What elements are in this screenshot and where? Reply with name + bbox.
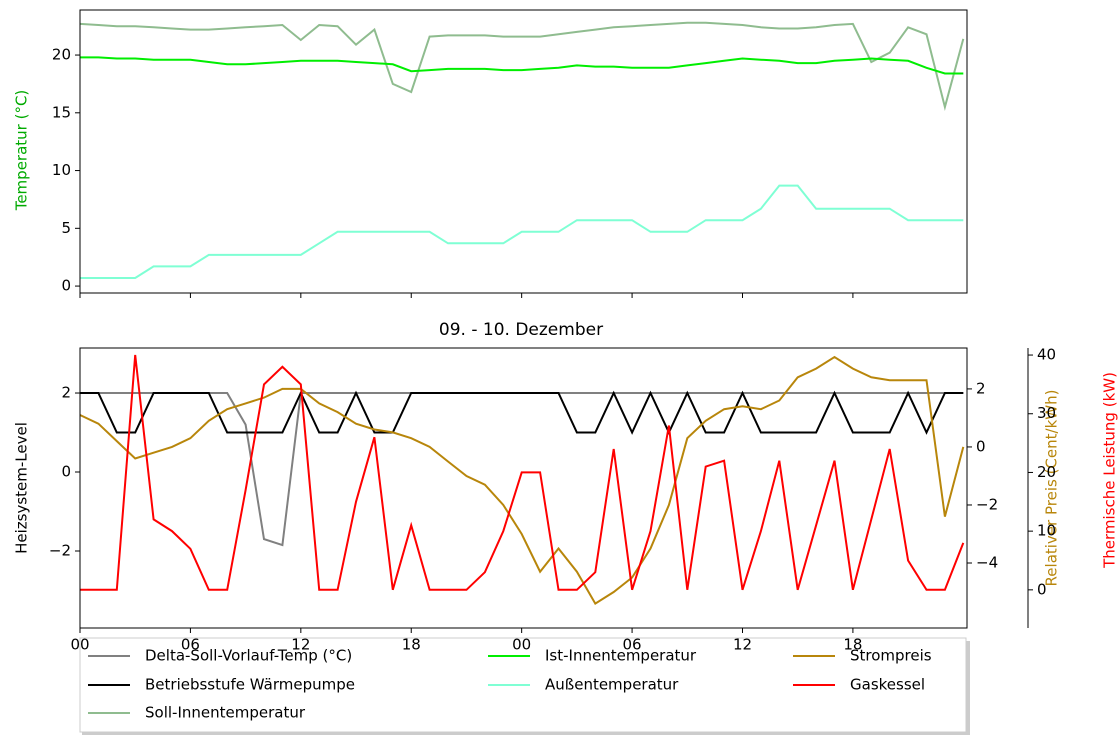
legend-label: Delta-Soll-Vorlauf-Temp (°C)	[145, 647, 352, 665]
x-tick-label: 06	[623, 636, 642, 654]
series-line	[80, 354, 965, 591]
x-tick-label: 00	[512, 636, 531, 654]
y2-axis-label: Relativer Preis (Cent/kWh)	[1043, 390, 1061, 587]
y2-tick-label: 0	[976, 437, 986, 455]
x-tick-label: 18	[402, 636, 421, 654]
y3-tick-label: 30	[1037, 404, 1056, 422]
y2-tick-label: 2	[976, 379, 986, 397]
y-tick-label: 5	[61, 219, 71, 237]
y2-tick-label: −2	[976, 495, 998, 513]
y-tick-label: 0	[61, 463, 71, 481]
series-line	[80, 184, 964, 279]
y3-tick-label: 40	[1037, 346, 1056, 364]
x-tick-label: 12	[733, 636, 752, 654]
x-tick-label: 18	[843, 636, 862, 654]
legend-label: Betriebsstufe Wärmepumpe	[145, 676, 355, 694]
y-tick-label: 20	[52, 46, 71, 64]
plot-frame	[79, 347, 968, 629]
y-axis-label: Temperatur (°C)	[13, 90, 31, 212]
series-line	[79, 355, 965, 606]
legend-label: Gaskessel	[850, 676, 925, 694]
legend-label: Soll-Innentemperatur	[145, 704, 306, 722]
plot-frame	[79, 9, 968, 294]
y-axis-label: Heizsystem-Level	[13, 422, 31, 554]
y3-tick-label: 20	[1037, 463, 1056, 481]
y-tick-label: 0	[61, 277, 71, 295]
series-line	[80, 392, 964, 547]
legend-label: Strompreis	[850, 647, 932, 665]
legend-label: Außentemperatur	[545, 676, 679, 694]
series-line	[80, 56, 964, 75]
y2-tick-label: −4	[976, 554, 998, 572]
y3-tick-label: 0	[1037, 580, 1047, 598]
legend-label: Ist-Innentemperatur	[545, 647, 697, 665]
y-tick-label: −2	[49, 541, 71, 559]
y3-axis-label: Thermische Leistung (kW)	[1101, 372, 1119, 569]
series-line	[79, 21, 965, 111]
x-tick-label: 00	[70, 636, 89, 654]
y-tick-label: 15	[52, 103, 71, 121]
chart-title: 09. - 10. Dezember	[439, 320, 603, 340]
series-line	[80, 390, 964, 435]
y-tick-label: 10	[52, 161, 71, 179]
x-tick-label: 12	[291, 636, 310, 654]
y-tick-label: 2	[61, 384, 71, 402]
y3-tick-label: 10	[1037, 522, 1056, 540]
x-tick-label: 06	[181, 636, 200, 654]
